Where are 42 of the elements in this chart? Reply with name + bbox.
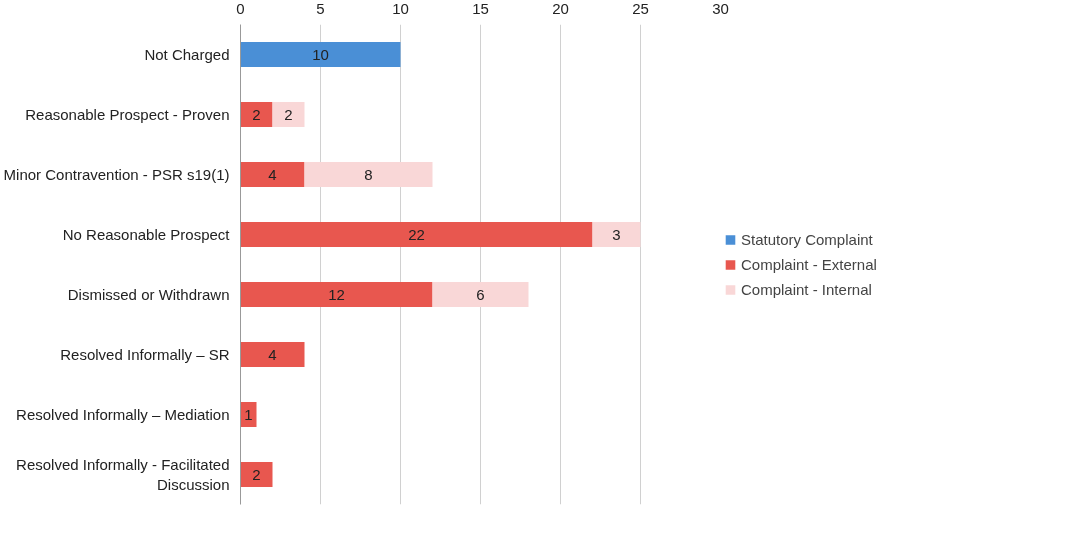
x-tick-label: 0 bbox=[236, 0, 245, 17]
bar bbox=[272, 101, 305, 128]
x-tick-label: 30 bbox=[712, 0, 729, 17]
x-tick-label: 20 bbox=[552, 0, 569, 17]
bar bbox=[240, 461, 273, 488]
data-label: 2 bbox=[252, 465, 261, 483]
bar bbox=[240, 161, 305, 188]
bar bbox=[240, 341, 305, 368]
data-label: 8 bbox=[364, 165, 373, 183]
bar bbox=[240, 101, 273, 128]
y-tick-label: Not Charged bbox=[144, 46, 230, 63]
x-tick-label: 5 bbox=[316, 0, 325, 17]
y-tick-label: Reasonable Prospect - Proven bbox=[25, 106, 230, 123]
data-label: 6 bbox=[476, 285, 485, 303]
legend-label: Complaint - External bbox=[741, 255, 877, 273]
x-tick-label: 25 bbox=[632, 0, 649, 17]
y-tick-label: Resolved Informally - Facilitated Discussion bbox=[16, 455, 230, 494]
data-label: 4 bbox=[268, 165, 277, 183]
data-label: 2 bbox=[284, 105, 293, 123]
x-tick-label: 10 bbox=[392, 0, 409, 17]
bar bbox=[240, 221, 593, 248]
bar bbox=[304, 161, 433, 188]
bar bbox=[240, 281, 433, 308]
bar bbox=[240, 41, 401, 68]
data-label: 4 bbox=[268, 345, 277, 363]
legend-label: Statutory Complaint bbox=[741, 230, 873, 248]
data-label: 22 bbox=[408, 225, 425, 243]
y-tick-label: Resolved Informally – SR bbox=[60, 346, 230, 363]
data-label: 1 bbox=[244, 405, 253, 423]
y-tick-label: Minor Contravention - PSR s19(1) bbox=[3, 166, 230, 183]
data-label: 10 bbox=[312, 45, 329, 63]
data-label: 12 bbox=[328, 285, 345, 303]
data-label: 3 bbox=[612, 225, 621, 243]
bar bbox=[240, 401, 257, 428]
bar bbox=[592, 221, 641, 248]
data-label: 2 bbox=[252, 105, 261, 123]
bar bbox=[432, 281, 529, 308]
y-tick-label: Resolved Informally – Mediation bbox=[16, 406, 230, 423]
legend-label: Complaint - Internal bbox=[741, 280, 872, 298]
y-tick-label: Dismissed or Withdrawn bbox=[67, 286, 230, 303]
y-tick-label: No Reasonable Prospect bbox=[62, 226, 231, 243]
x-tick-label: 15 bbox=[472, 0, 489, 17]
